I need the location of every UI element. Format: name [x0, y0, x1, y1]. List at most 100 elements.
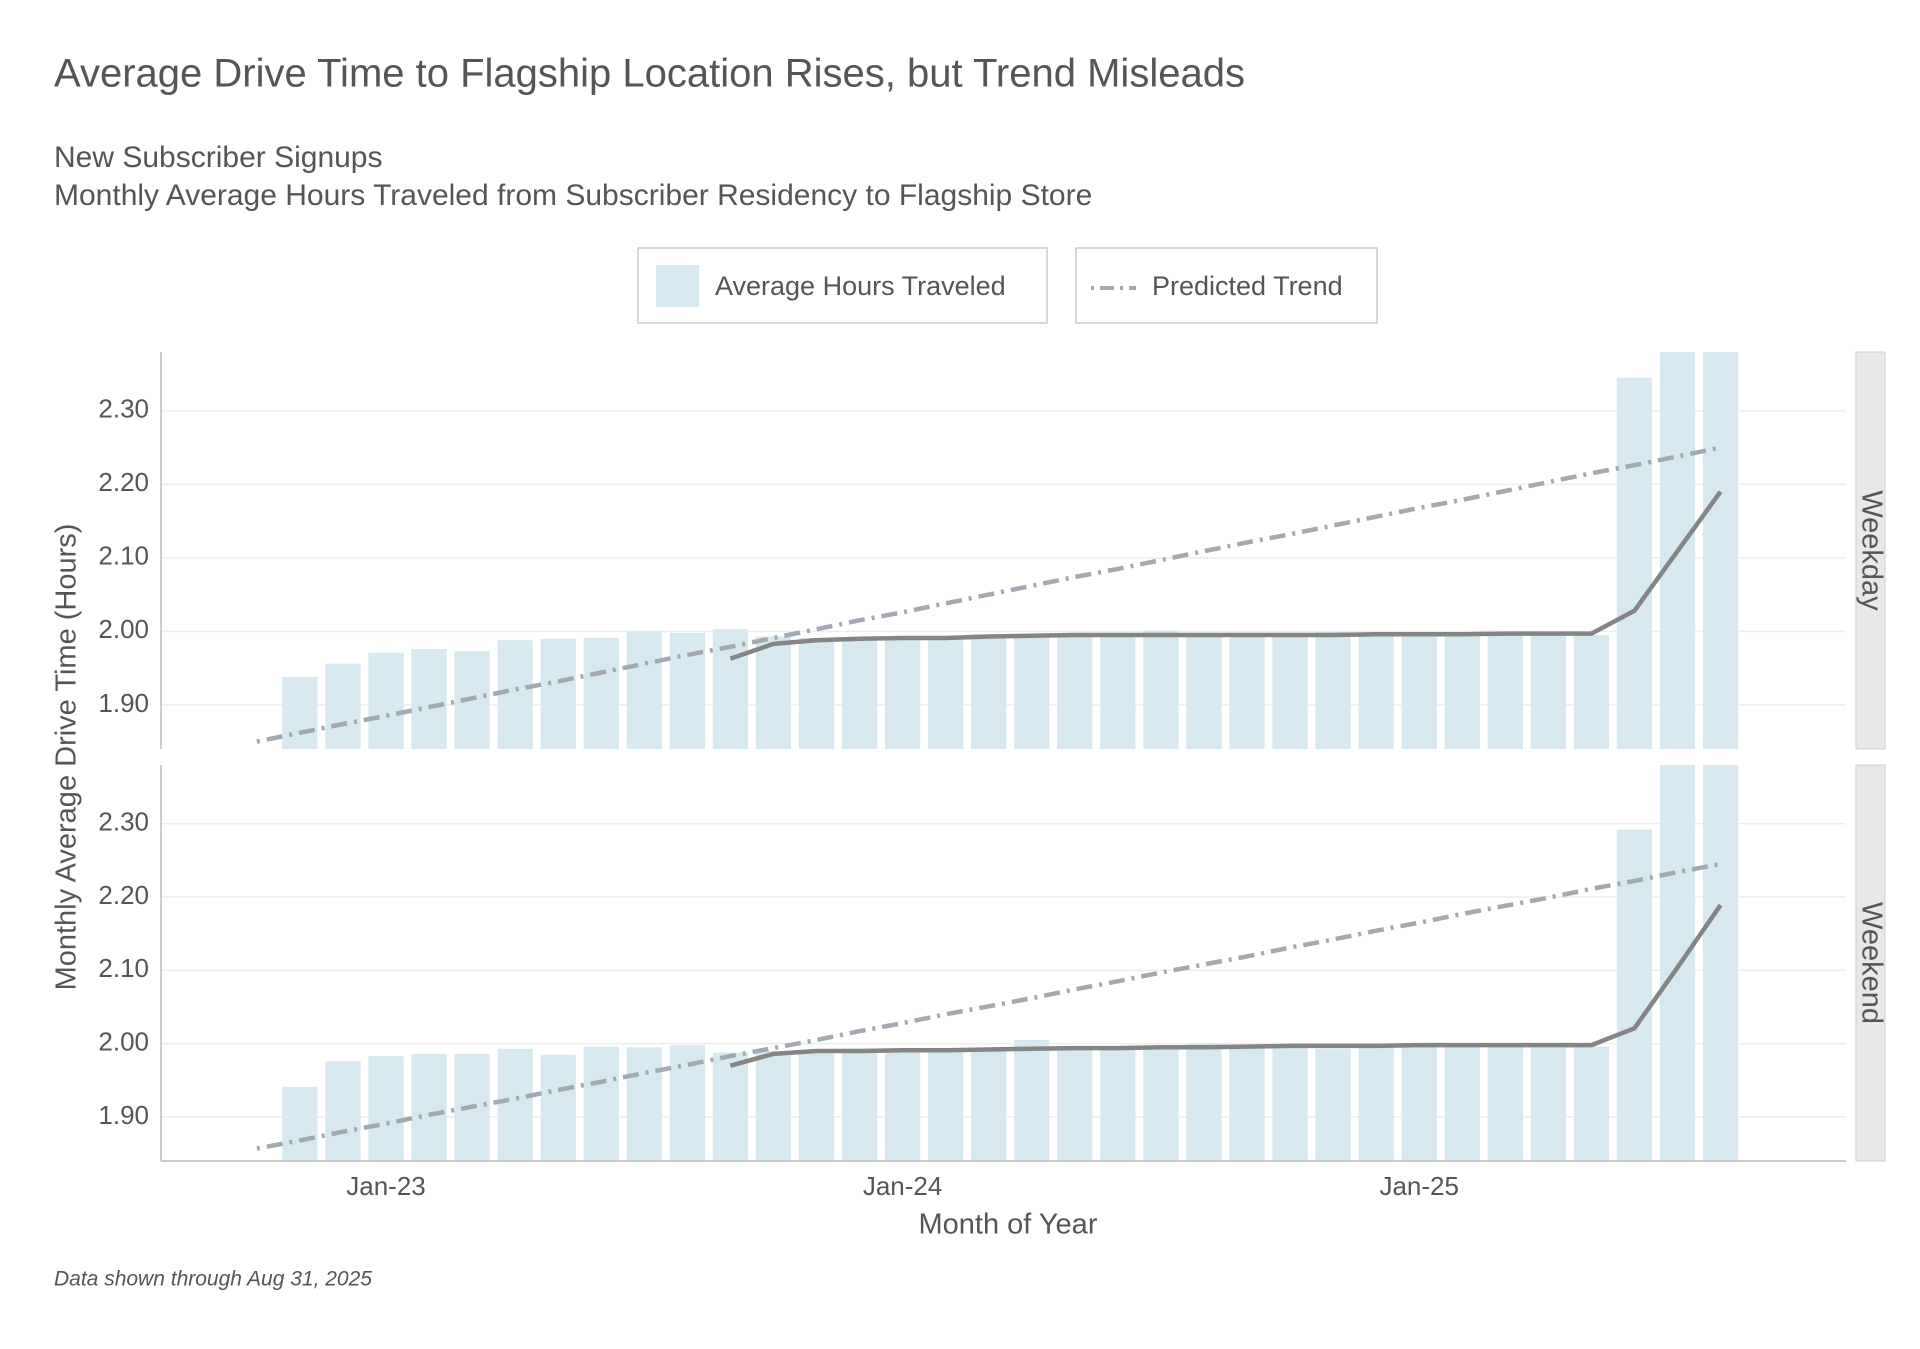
bar [1659, 765, 1696, 1161]
legend-box [1075, 247, 1378, 324]
y-tick-label: 2.00 [98, 1027, 149, 1057]
bar [712, 629, 749, 749]
bar [1272, 634, 1308, 749]
bar [1573, 635, 1610, 749]
bar [927, 1050, 964, 1161]
bar [368, 652, 404, 749]
bar [1401, 1045, 1437, 1161]
bar [1014, 635, 1050, 749]
bar [1229, 1046, 1265, 1161]
trend-line [256, 861, 1721, 1151]
bar [1616, 377, 1653, 749]
bar [669, 632, 706, 749]
bar [411, 649, 447, 749]
bar [626, 631, 662, 749]
panel [256, 765, 1739, 1161]
chart-title: Average Drive Time to Flagship Location … [54, 52, 1245, 96]
y-tick-label: 2.10 [98, 541, 149, 571]
bar [1315, 632, 1351, 749]
y-tick-label: 2.20 [98, 467, 149, 497]
y-tick-label: 2.30 [98, 807, 149, 837]
bar [712, 1052, 749, 1161]
x-tick-label: Jan-24 [863, 1171, 943, 1201]
bar [1702, 352, 1739, 749]
x-tick-label: Jan-23 [346, 1171, 426, 1201]
y-tick-label: 2.00 [98, 614, 149, 644]
bar [540, 638, 576, 749]
legend-box [637, 247, 1048, 324]
bar [1487, 1046, 1523, 1161]
y-tick-label: 1.90 [98, 688, 149, 718]
chart-subtitle: New Subscriber Signups [54, 141, 383, 174]
bar [1573, 1046, 1610, 1161]
bar [1530, 632, 1567, 749]
bar [540, 1054, 576, 1161]
bar [884, 637, 921, 749]
bar [583, 637, 619, 749]
bar [1401, 634, 1437, 749]
bar [1702, 765, 1739, 1161]
y-tick-label: 2.20 [98, 880, 149, 910]
bar [1057, 634, 1093, 749]
bar [1014, 1040, 1050, 1161]
bar [1143, 1046, 1179, 1161]
bar [626, 1047, 662, 1161]
bar [884, 1050, 921, 1161]
bar [583, 1046, 619, 1161]
bar [841, 640, 878, 749]
bar [1143, 630, 1179, 749]
caption: Data shown through Aug 31, 2025 [54, 1268, 372, 1291]
bar [1358, 632, 1394, 749]
bar [1659, 352, 1696, 749]
y-tick-label: 2.30 [98, 394, 149, 424]
bar [1616, 829, 1653, 1161]
bar [497, 640, 533, 749]
x-tick-label: Jan-25 [1379, 1171, 1459, 1201]
smoothed-line [729, 490, 1723, 661]
bar [1358, 1046, 1394, 1161]
chart-subtitle: Monthly Average Hours Traveled from Subs… [54, 179, 1092, 212]
bar [368, 1056, 404, 1161]
legend-swatch [656, 265, 699, 307]
bar [1057, 1047, 1093, 1161]
x-axis-title: Month of Year [919, 1209, 1098, 1241]
bar [1100, 1046, 1136, 1161]
facet-label: Weekday [1855, 490, 1887, 611]
strip [1855, 764, 1886, 1162]
bar [497, 1048, 533, 1161]
bar [282, 1086, 318, 1161]
legend-label: Predicted Trend [1152, 271, 1343, 301]
trend-line [256, 445, 1721, 744]
bar [1444, 632, 1480, 749]
bar [1186, 1043, 1222, 1161]
bar [1100, 632, 1136, 749]
bar [325, 1061, 361, 1161]
bar [971, 634, 1007, 749]
y-axis-title: Monthly Average Drive Time (Hours) [51, 524, 83, 991]
bar [798, 1050, 835, 1161]
bar [325, 663, 361, 749]
bar [927, 636, 964, 749]
panel [256, 352, 1739, 749]
bar [411, 1053, 447, 1161]
facet-label: Weekend [1855, 902, 1887, 1024]
bar [971, 1048, 1007, 1161]
y-tick-label: 2.10 [98, 953, 149, 983]
bar [1487, 635, 1523, 749]
bar [755, 1051, 792, 1161]
bar [1229, 634, 1265, 749]
bar [755, 636, 792, 749]
y-tick-label: 1.90 [98, 1100, 149, 1130]
bar [282, 676, 318, 749]
smoothed-line [729, 903, 1723, 1068]
bar [1444, 1046, 1480, 1161]
bar [1530, 1047, 1567, 1161]
bar [1186, 632, 1222, 749]
bar [841, 1048, 878, 1161]
bar [1315, 1048, 1351, 1161]
bar [1272, 1047, 1308, 1161]
strip [1855, 351, 1886, 750]
bar [798, 637, 835, 749]
legend-label: Average Hours Traveled [715, 271, 1006, 301]
